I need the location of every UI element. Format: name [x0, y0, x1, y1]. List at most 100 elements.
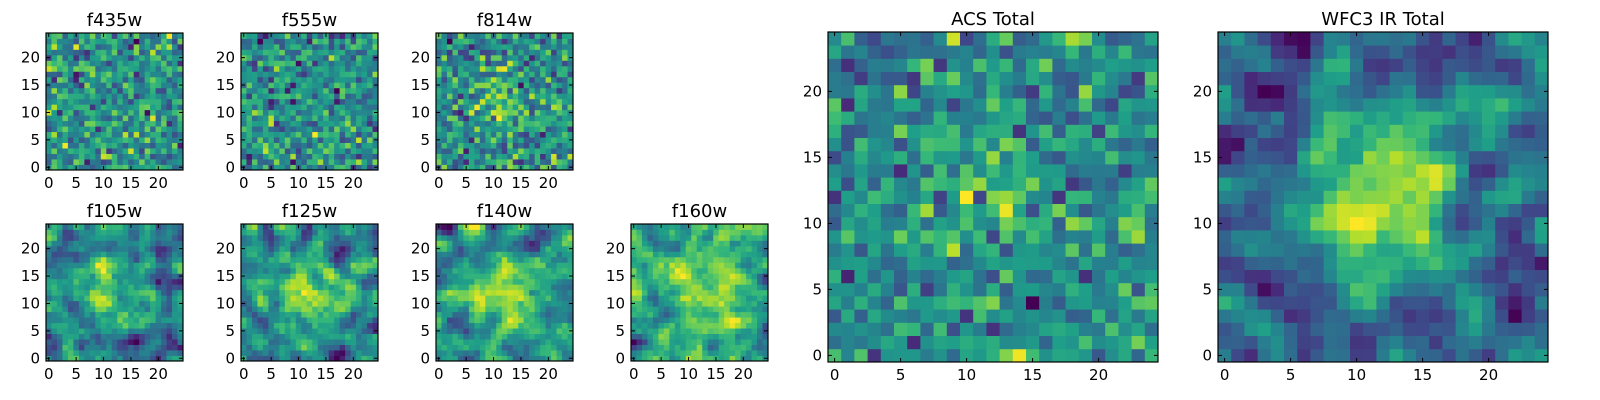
heatmap-cell: [485, 54, 492, 61]
heatmap-cell: [501, 148, 508, 154]
heatmap-cell: [100, 344, 107, 351]
heatmap-cell: [84, 159, 91, 165]
heatmap-cell: [339, 164, 346, 171]
heatmap-cell: [73, 278, 80, 285]
heatmap-cell: [106, 333, 113, 340]
heatmap-cell: [680, 344, 687, 351]
heatmap-cell: [345, 60, 351, 67]
heatmap-cell: [534, 82, 541, 89]
heatmap-cell: [273, 350, 280, 356]
heatmap-cell: [663, 229, 670, 236]
heatmap-cell: [468, 49, 475, 56]
heatmap-cell: [106, 284, 113, 291]
heatmap-cell: [636, 300, 643, 307]
heatmap-cell: [139, 251, 146, 258]
heatmap-cell: [1026, 322, 1040, 336]
heatmap-cell: [284, 33, 291, 39]
heatmap-cell: [567, 295, 574, 302]
heatmap-cell: [111, 131, 118, 138]
heatmap-cell: [545, 300, 552, 307]
heatmap-cell: [51, 115, 58, 122]
heatmap-cell: [177, 142, 184, 149]
heatmap-cell: [479, 137, 486, 143]
heatmap-cell: [290, 120, 297, 127]
heatmap-cell: [1026, 335, 1040, 350]
heatmap-cell: [647, 317, 654, 324]
heatmap-cell: [551, 120, 557, 127]
heatmap-cell: [828, 177, 842, 191]
heatmap-cell: [350, 300, 357, 307]
heatmap-cell: [551, 333, 557, 340]
heatmap-cell: [551, 328, 557, 334]
heatmap-cell: [446, 131, 453, 138]
heatmap-cell: [641, 311, 648, 318]
heatmap-cell: [317, 322, 324, 329]
heatmap-cell: [762, 251, 769, 258]
heatmap-cell: [457, 328, 464, 334]
heatmap-cell: [986, 230, 1000, 244]
heatmap-cell: [334, 33, 341, 39]
heatmap-cell: [746, 240, 752, 247]
heatmap-cell: [556, 38, 563, 45]
heatmap-cell: [479, 240, 486, 247]
heatmap-cell: [652, 300, 659, 307]
heatmap-cell: [894, 150, 908, 165]
heatmap-cell: [84, 65, 91, 72]
heatmap-cell: [372, 311, 379, 318]
heatmap-cell: [485, 262, 492, 269]
heatmap-cell: [854, 348, 868, 363]
heatmap-cell: [251, 267, 258, 274]
heatmap-cell: [356, 317, 362, 324]
heatmap-cell: [67, 322, 74, 329]
heatmap-cell: [479, 43, 486, 50]
heatmap-cell: [306, 262, 313, 269]
heatmap-cell: [1078, 243, 1093, 257]
heatmap-cell: [529, 240, 536, 247]
heatmap-cell: [339, 273, 346, 280]
heatmap-cell: [279, 131, 286, 138]
heatmap-cell: [1065, 243, 1080, 257]
heatmap-cell: [257, 333, 264, 340]
heatmap-cell: [647, 240, 654, 247]
heatmap-cell: [295, 289, 302, 296]
heatmap-cell: [279, 71, 286, 78]
heatmap-cell: [867, 256, 882, 270]
heatmap-cell: [1131, 243, 1146, 257]
heatmap-cell: [100, 49, 107, 56]
heatmap-cell: [361, 306, 368, 313]
heatmap-cell: [685, 256, 692, 263]
heatmap-cell: [334, 54, 341, 61]
heatmap-cell: [496, 65, 503, 72]
heatmap-cell: [345, 229, 351, 236]
heatmap-cell: [155, 344, 162, 351]
heatmap-cell: [78, 328, 85, 334]
heatmap-cell: [279, 38, 286, 45]
heatmap-cell: [172, 159, 178, 165]
heatmap-cell: [317, 153, 324, 160]
heatmap-cell: [361, 273, 368, 280]
heatmap-cell: [73, 43, 80, 50]
heatmap-cell: [117, 98, 124, 105]
x-tick-label: 15: [706, 365, 725, 383]
heatmap-cell: [46, 339, 52, 345]
heatmap-cell: [512, 306, 519, 313]
heatmap-cell: [155, 159, 162, 165]
heatmap-cell: [257, 159, 264, 165]
heatmap-cell: [78, 295, 85, 302]
heatmap-cell: [166, 54, 173, 61]
heatmap-cell: [172, 153, 178, 160]
heatmap-cell: [290, 38, 297, 45]
heatmap-cell: [150, 234, 156, 241]
heatmap-cell: [73, 49, 80, 56]
heatmap-cell: [139, 153, 146, 160]
heatmap-cell: [166, 126, 173, 133]
heatmap-cell: [474, 93, 481, 100]
heatmap-cell: [334, 153, 341, 160]
heatmap-cell: [1105, 203, 1119, 218]
heatmap-cell: [463, 65, 470, 72]
heatmap-cell: [306, 284, 313, 291]
heatmap-cell: [669, 295, 676, 302]
heatmap-cell: [128, 49, 135, 56]
heatmap-cell: [328, 164, 335, 171]
heatmap-cell: [128, 289, 135, 296]
